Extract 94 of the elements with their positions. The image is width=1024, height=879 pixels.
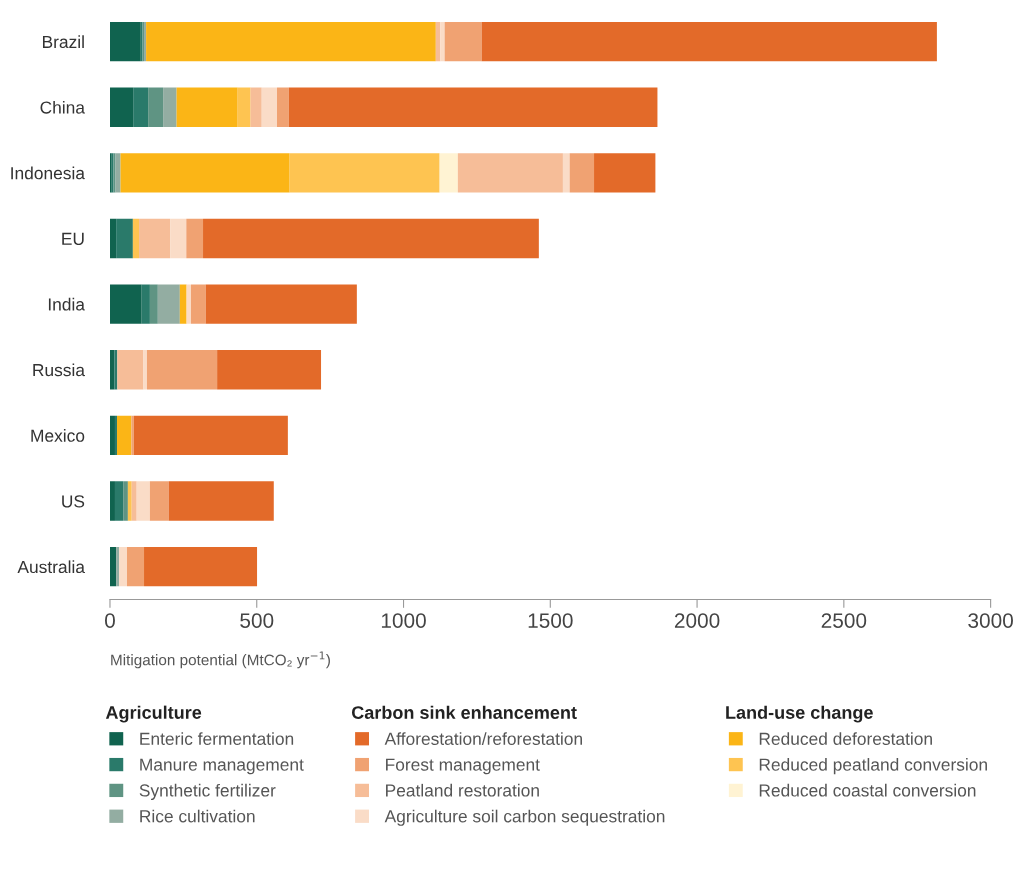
legend-label: Rice cultivation <box>140 809 255 823</box>
legend-label: Reduced peatland conversion <box>759 758 987 775</box>
legend-label: Forest management <box>386 758 540 775</box>
bar <box>148 87 164 127</box>
x-tick-label: 3000 <box>968 613 1013 628</box>
bar <box>149 481 169 521</box>
bar <box>435 21 441 62</box>
bar <box>133 87 149 127</box>
bar <box>136 481 150 521</box>
y-tick-label: China <box>40 100 85 114</box>
bar <box>109 21 141 62</box>
bar <box>114 350 118 390</box>
bar <box>132 218 140 259</box>
y-tick-label: Russia <box>33 363 85 377</box>
bar <box>109 284 142 324</box>
bar <box>176 87 238 127</box>
bar <box>203 218 539 259</box>
bar <box>149 284 158 324</box>
bar <box>123 481 128 521</box>
bar <box>562 153 570 193</box>
bar <box>481 21 937 62</box>
bar <box>288 87 658 127</box>
bar <box>115 153 121 193</box>
bar <box>186 284 191 324</box>
legend-label: Manure management <box>140 758 304 775</box>
bar <box>127 481 132 521</box>
bar <box>444 21 482 62</box>
bar <box>109 87 134 127</box>
y-tick-label: EU <box>62 232 84 245</box>
bar <box>109 415 115 456</box>
bar <box>457 153 563 193</box>
y-tick-label: Australia <box>17 560 85 574</box>
bar <box>569 153 595 193</box>
bar <box>131 481 137 521</box>
bar <box>179 284 187 324</box>
bar <box>144 546 258 587</box>
text: Land-use change <box>726 705 873 723</box>
x-tick-label: 0 <box>105 613 115 628</box>
bar <box>117 415 132 456</box>
y-tick-label: Mexico <box>31 429 85 442</box>
bar <box>146 21 436 62</box>
bar <box>186 218 204 259</box>
bar <box>133 415 288 456</box>
x-tick-label: 1500 <box>528 613 573 628</box>
legend-label: Enteric fermentation <box>140 732 294 745</box>
x-tick-label: 2000 <box>674 613 720 628</box>
bar <box>170 218 187 259</box>
legend-label: Afforestation/reforestation <box>384 732 582 745</box>
bar <box>109 218 117 259</box>
bar <box>168 481 274 521</box>
x-tick-label: 1000 <box>381 613 426 628</box>
bar <box>109 481 115 521</box>
bar <box>440 21 445 62</box>
legend-label: Reduced coastal conversion <box>759 783 976 797</box>
bar <box>116 546 120 587</box>
legend-label: Peatland restoration <box>386 783 539 797</box>
legend-label: Agriculture soil carbon sequestration <box>384 809 665 826</box>
bar <box>127 546 145 587</box>
bar <box>205 284 357 324</box>
bar <box>289 153 440 193</box>
bar <box>237 87 251 127</box>
bar <box>114 415 118 456</box>
bar <box>143 350 147 390</box>
x-tick-label: 2500 <box>821 613 867 628</box>
bar <box>114 481 124 521</box>
bar <box>217 350 322 390</box>
bar <box>261 87 278 127</box>
bar <box>141 284 150 324</box>
bar <box>277 87 289 127</box>
bar <box>157 284 180 324</box>
text: Agriculture <box>105 705 202 723</box>
bar <box>116 218 133 259</box>
legend-label: Synthetic fertilizer <box>139 783 276 801</box>
bar <box>594 153 656 193</box>
x-tick-label: 500 <box>240 613 274 628</box>
legend-label: Reduced deforestation <box>759 732 932 745</box>
bar <box>119 546 127 587</box>
bar <box>250 87 262 127</box>
bar <box>163 87 177 127</box>
y-tick-label: US <box>62 495 85 508</box>
bar <box>120 153 290 193</box>
text: Carbon sink enhancement <box>351 705 577 719</box>
y-tick-label: India <box>48 297 85 311</box>
bar <box>117 350 144 390</box>
bar <box>109 350 115 390</box>
bar <box>139 218 171 259</box>
y-tick-label: Brazil <box>42 35 84 49</box>
y-tick-label: Indonesia <box>11 166 85 180</box>
bar <box>146 350 218 390</box>
bar <box>131 415 134 456</box>
bar <box>109 546 117 587</box>
x-axis-title: Mitigation potential (MtCO₂ yr$^{−1}$) <box>111 651 330 669</box>
bar <box>191 284 206 324</box>
bar <box>439 153 458 193</box>
